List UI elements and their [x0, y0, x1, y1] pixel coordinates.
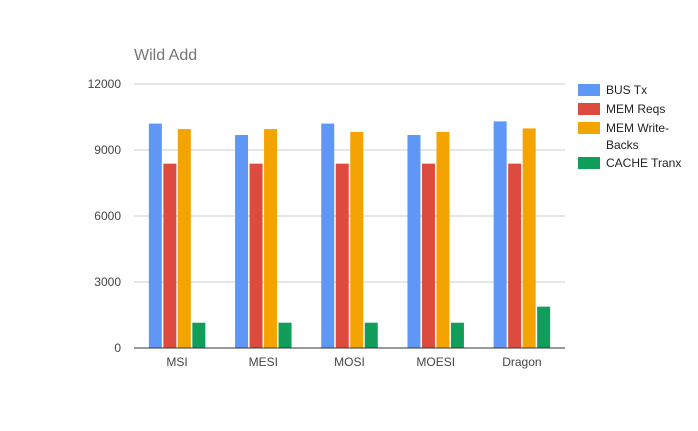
bar	[508, 163, 522, 348]
bar	[249, 163, 263, 348]
bar	[278, 322, 292, 348]
chart-title: Wild Add	[134, 47, 197, 64]
bar	[163, 163, 177, 348]
bar	[537, 306, 551, 348]
bar	[350, 131, 364, 348]
bar	[335, 163, 349, 348]
bar	[177, 129, 191, 348]
legend-label: MEM Reqs	[606, 102, 665, 116]
x-tick-label: MOESI	[416, 355, 455, 369]
y-tick-label: 6000	[94, 209, 121, 223]
bars	[148, 121, 551, 349]
bar	[235, 135, 249, 348]
legend-swatch	[578, 157, 600, 169]
y-tick-label: 0	[114, 341, 121, 355]
bar	[264, 129, 278, 348]
gridlines	[134, 83, 565, 283]
bar	[522, 128, 536, 348]
y-tick-label: 3000	[94, 275, 121, 289]
y-tick-label: 12000	[88, 77, 122, 91]
bar	[364, 322, 378, 348]
y-axis-ticks: 0 3000 6000 9000 12000	[88, 77, 122, 355]
x-tick-label: MESI	[249, 355, 278, 369]
legend-swatch	[578, 103, 600, 115]
legend-swatch	[578, 84, 600, 96]
y-tick-label: 9000	[94, 143, 121, 157]
bar	[407, 135, 421, 348]
bar	[148, 123, 162, 348]
x-tick-label: MOSI	[334, 355, 365, 369]
x-tick-label: Dragon	[502, 355, 541, 369]
legend-label: CACHE Tranx	[606, 156, 681, 170]
x-tick-label: MSI	[166, 355, 187, 369]
bar	[321, 123, 335, 348]
legend-label: MEM Write-Backs	[606, 121, 669, 152]
legend-swatch	[578, 122, 600, 134]
x-axis-ticks: MSI MESI MOSI MOESI Dragon	[166, 355, 541, 369]
bar	[450, 322, 464, 348]
legend: BUS Tx MEM Reqs MEM Write-Backs CACHE Tranx	[578, 83, 681, 170]
bar	[192, 322, 206, 348]
bar	[436, 131, 450, 348]
bar	[421, 163, 435, 348]
bar	[493, 121, 507, 349]
legend-label: BUS Tx	[606, 83, 647, 97]
